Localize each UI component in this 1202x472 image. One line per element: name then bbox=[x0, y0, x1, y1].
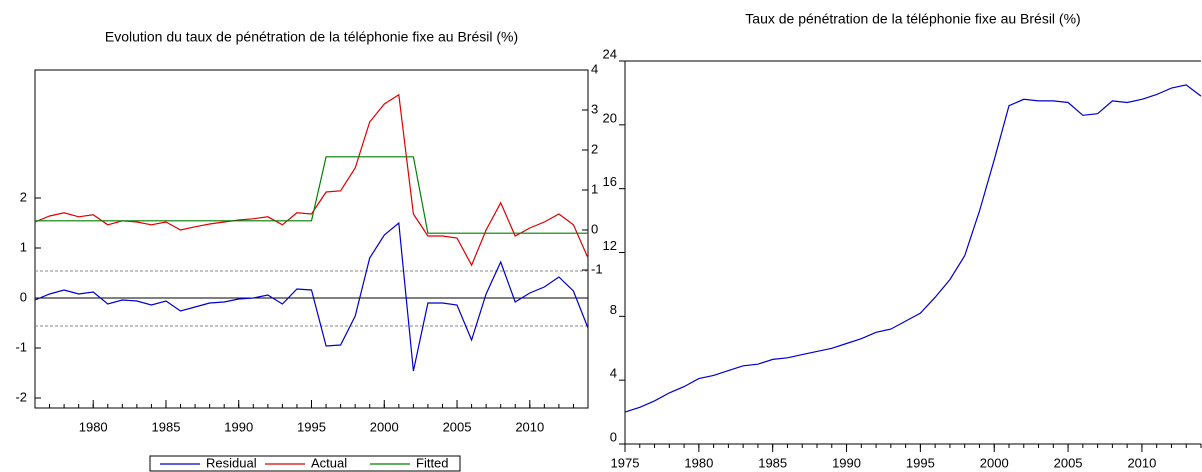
y-tick-label: 0 bbox=[20, 289, 27, 304]
plot-frame bbox=[34, 69, 589, 409]
y-tick-label: 16 bbox=[603, 174, 617, 189]
y2-tick-label: -1 bbox=[591, 261, 603, 276]
x-tick-label: 2000 bbox=[980, 455, 1009, 470]
y2-tick-label: 4 bbox=[591, 61, 598, 76]
x-tick-label: 2005 bbox=[443, 419, 472, 434]
x-tick-label: 2010 bbox=[1127, 455, 1156, 470]
y-tick-label: 1 bbox=[20, 239, 27, 254]
series-line bbox=[624, 84, 1202, 413]
y2-tick-label: 0 bbox=[591, 221, 598, 236]
y-tick-label: 12 bbox=[603, 238, 617, 253]
y-tick-label: 8 bbox=[610, 302, 617, 317]
x-tick-label: 1990 bbox=[224, 419, 253, 434]
series-line bbox=[34, 93, 589, 267]
series-line bbox=[35, 156, 588, 234]
y-tick-label: 24 bbox=[603, 46, 617, 61]
x-tick-label: 2000 bbox=[370, 419, 399, 434]
y-tick-label: 4 bbox=[610, 366, 617, 381]
legend-box bbox=[149, 455, 461, 472]
y2-tick-label: 3 bbox=[591, 101, 598, 116]
series-line bbox=[34, 221, 589, 372]
x-tick-label: 2005 bbox=[1054, 455, 1083, 470]
x-tick-label: 1990 bbox=[832, 455, 861, 470]
legend-label: Residual bbox=[206, 455, 257, 470]
y2-tick-label: 1 bbox=[591, 181, 598, 196]
y-tick-label: 2 bbox=[20, 189, 27, 204]
chart-title: Taux de pénétration de la téléphonie fix… bbox=[745, 11, 1080, 27]
legend-label: Actual bbox=[311, 455, 347, 470]
y-tick-label: -2 bbox=[15, 389, 27, 404]
x-tick-label: 2010 bbox=[515, 419, 544, 434]
x-tick-label: 1975 bbox=[611, 455, 640, 470]
y-tick-label: 0 bbox=[610, 429, 617, 444]
x-tick-label: 1980 bbox=[684, 455, 713, 470]
y-tick-label: -1 bbox=[15, 339, 27, 354]
y2-tick-label: 2 bbox=[591, 141, 598, 156]
x-tick-label: 1995 bbox=[906, 455, 935, 470]
chart-title: Evolution du taux de pénétration de la t… bbox=[105, 29, 518, 45]
x-tick-label: 1995 bbox=[297, 419, 326, 434]
x-tick-label: 1980 bbox=[79, 419, 108, 434]
x-tick-label: 1985 bbox=[758, 455, 787, 470]
y-tick-label: 20 bbox=[603, 110, 617, 125]
x-tick-label: 1985 bbox=[152, 419, 181, 434]
legend-label: Fitted bbox=[416, 455, 449, 470]
